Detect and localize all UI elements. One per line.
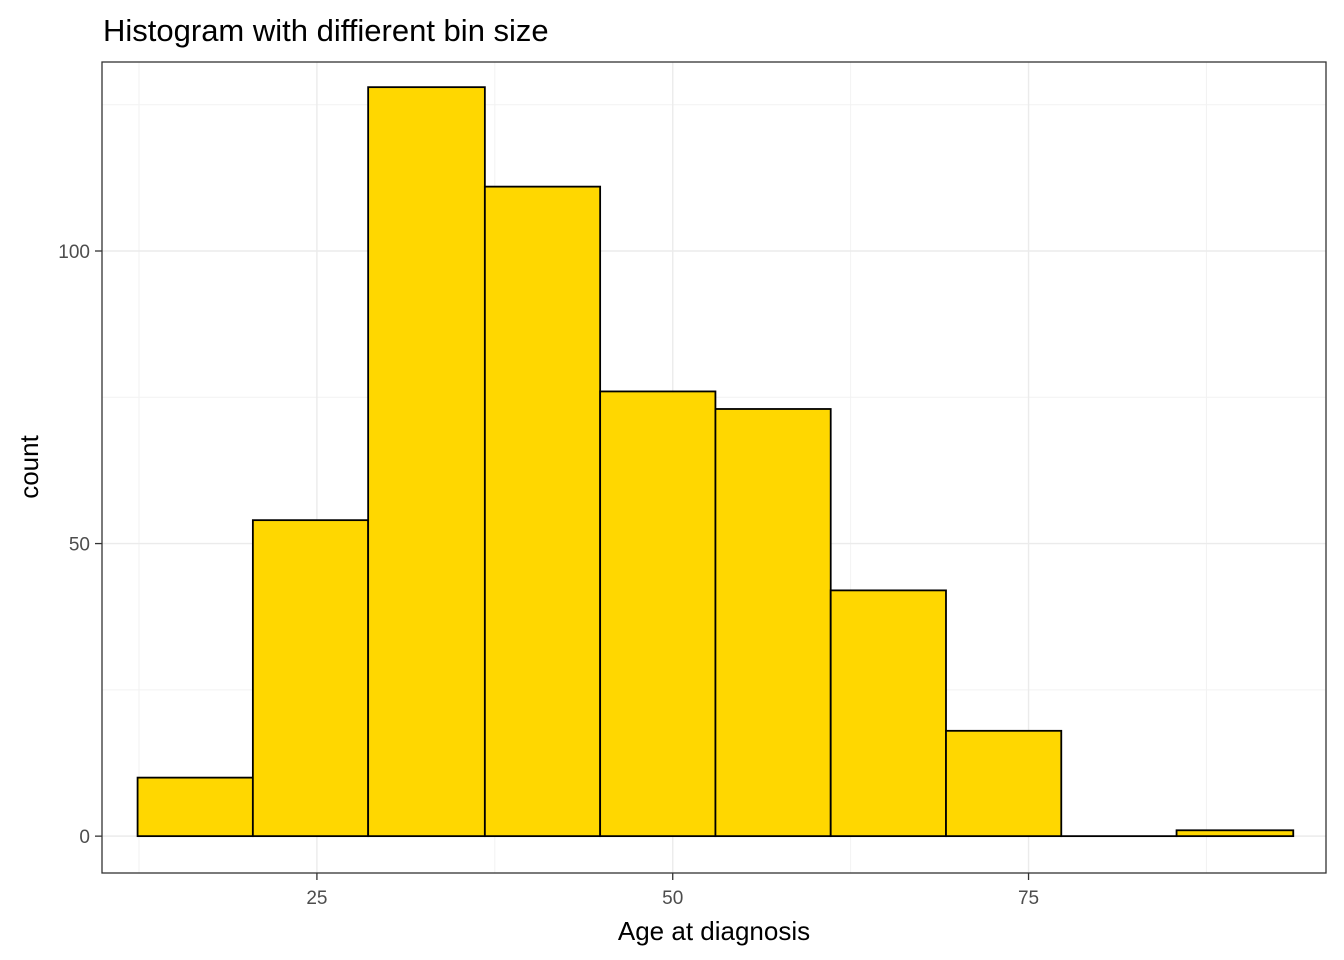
x-tick-label: 25 xyxy=(306,888,327,909)
histogram-bars xyxy=(136,86,1295,838)
histogram-bar xyxy=(829,589,947,838)
histogram-bar xyxy=(714,408,832,838)
histogram-bar xyxy=(599,390,717,838)
x-tick-label: 75 xyxy=(1018,888,1039,909)
y-tick-label: 0 xyxy=(79,827,90,848)
histogram-bar xyxy=(945,729,1063,838)
histogram-bar xyxy=(1175,829,1295,838)
histogram-bar xyxy=(367,86,486,838)
y-tick-label: 100 xyxy=(58,242,90,263)
histogram-bar xyxy=(483,185,602,838)
panel-border xyxy=(101,61,1327,874)
histogram-bar xyxy=(251,519,370,838)
chart-title: Histogram with diffierent bin size xyxy=(103,13,549,48)
x-tick-label: 50 xyxy=(662,888,683,909)
y-tick-label: 50 xyxy=(69,535,90,556)
y-axis-title: count xyxy=(14,434,44,498)
x-axis-title: Age at diagnosis xyxy=(618,916,810,946)
histogram-bar xyxy=(136,776,254,838)
x-axis-ticks: 25 50 75 xyxy=(306,873,1039,909)
y-axis-ticks: 0 50 100 xyxy=(58,242,102,848)
